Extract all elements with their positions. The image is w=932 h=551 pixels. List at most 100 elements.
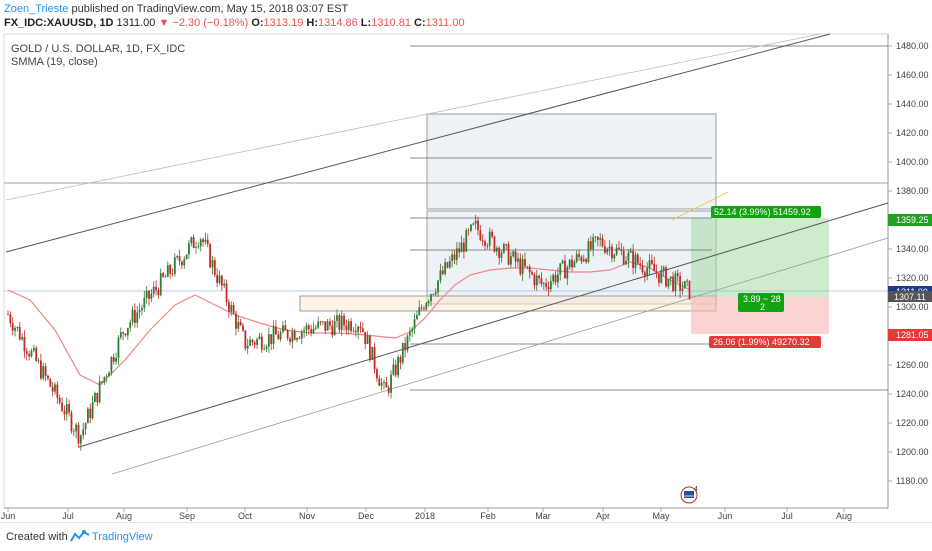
candle-body [258,336,261,340]
candle-body [437,280,439,293]
candle-body [453,254,456,260]
author-link[interactable]: Zoen_Trieste [4,3,69,15]
tradingview-logo-icon[interactable] [70,529,90,543]
candle-body [589,241,592,250]
support-zone-box[interactable] [299,295,717,312]
candle-body [582,259,585,262]
channel-bottom-line[interactable] [78,202,889,448]
candle-body [394,364,397,376]
candle-body [575,254,578,262]
candle-body [310,329,313,334]
candle-body [103,376,106,383]
candle-body [448,261,451,268]
candle-body [28,353,31,357]
us-flag-event-icon[interactable]: 4 [680,486,698,504]
candle-body [150,293,153,299]
candle-body [399,357,402,363]
candle-body [70,412,73,432]
candle-body [592,237,595,250]
candle-body [303,330,305,332]
candle-body [272,326,275,344]
candle-body [51,386,54,392]
long-position-profit-zone[interactable] [691,218,829,297]
y-tick-label: 1340.00 [896,244,929,254]
x-tick-label: Aug [116,511,132,521]
candle-body [477,220,479,231]
time-axis[interactable]: Jun Jul Aug Sep Oct Nov Dec 2018 Feb Mar Apr May Jun… [1,508,852,521]
candle-body [277,334,280,340]
open-label: O: [251,17,264,29]
stop-label-text: 26.06 (1.99%) 49270.32 [713,337,810,347]
candle-body [547,287,550,290]
price-chart[interactable]: 1180.001200.001220.001240.001260.001280.… [0,0,932,522]
candle-body [488,231,491,246]
candle-body [493,236,496,252]
candle-body [625,260,627,265]
symbol-label: FX_IDC:XAUUSD, 1D [4,17,114,29]
indicator-legend[interactable]: SMMA (19, close) [11,56,98,68]
candle-body [359,326,362,329]
candle-body [648,260,651,269]
candle-body [65,404,68,415]
candle-body [237,321,240,329]
candle-body [223,283,226,286]
candle-body [49,378,52,387]
candle-body [192,237,195,248]
y-tick-label: 1240.00 [896,389,929,399]
candle-body [329,321,331,326]
candle-body [465,230,468,252]
candle-body [249,339,251,346]
candle-body [157,290,160,296]
candle-body [279,332,282,340]
candle-body [263,348,266,350]
candle-body [7,314,9,316]
candle-body [651,260,653,264]
channel-outer-top-line[interactable] [5,33,821,201]
x-tick-label: Jul [62,511,74,521]
candle-body [627,252,630,261]
candle-body [552,274,555,282]
candle-body [253,342,256,345]
candle-body [246,345,249,349]
candle-body [32,348,35,351]
candle-body [357,326,360,333]
candle-body [615,247,618,255]
candle-body [423,308,425,310]
candle-body [561,260,564,264]
candle-body [206,239,209,245]
candle-body [660,269,663,283]
created-with-label: Created with [6,531,68,543]
candle-body [524,259,526,267]
tradingview-brand-link[interactable]: TradingView [92,531,153,543]
candle-body [653,263,656,272]
range-box-lower[interactable] [426,210,717,305]
range-box-upper[interactable] [426,113,717,210]
candle-body [451,254,454,262]
candle-body [307,325,310,330]
candle-body [467,230,470,231]
candle-body [333,320,336,336]
channel-outer-bottom-line[interactable] [111,237,889,475]
candle-body [199,239,202,247]
candle-body [293,331,296,340]
channel-top-line[interactable] [5,33,831,253]
candle-body [540,278,543,284]
candle-body [30,350,33,357]
target-price-tag [888,214,932,226]
candle-body [176,256,179,258]
candle-body [373,346,376,370]
candle-body [326,321,329,331]
candle-body [378,378,381,386]
candle-body [202,239,204,243]
target-label-text: 52.14 (3.99%) 51459.92 [714,207,811,217]
candle-body [404,342,407,351]
candle-body [514,251,517,262]
candle-body [521,259,524,275]
smma-price-tag [888,291,932,302]
candle-body [275,326,277,335]
candle-body [434,292,437,295]
candle-body [472,223,475,225]
price-axis[interactable]: 1180.001200.001220.001240.001260.001280.… [888,41,929,486]
symbol-ohlc-line: FX_IDC:XAUUSD, 1D 1311.00 ▼ −2.30 (−0.18… [4,17,465,29]
target-projection-line[interactable] [671,191,729,221]
